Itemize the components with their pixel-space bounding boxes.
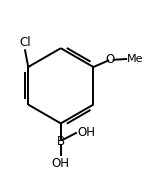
Text: B: B [57,135,65,148]
Text: O: O [106,53,115,66]
Text: OH: OH [77,126,95,139]
Text: Cl: Cl [19,36,31,49]
Text: Me: Me [127,54,144,64]
Text: OH: OH [52,157,70,170]
